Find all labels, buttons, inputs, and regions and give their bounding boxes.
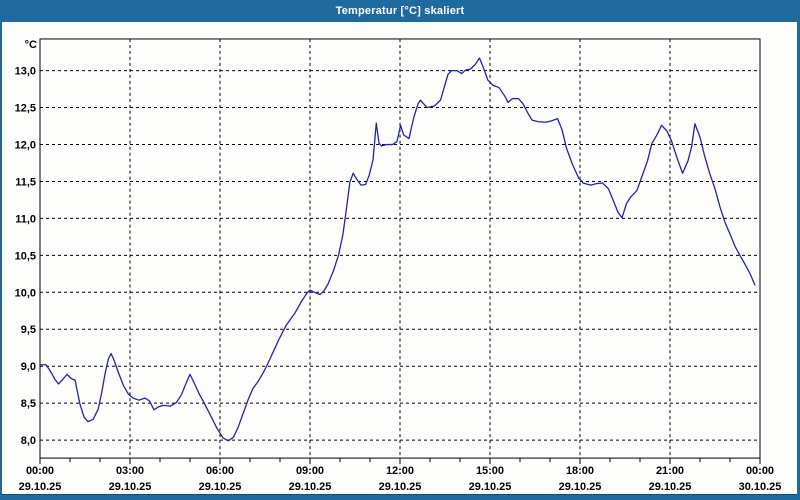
window-titlebar[interactable]: Temperatur [°C] skaliert <box>2 0 797 22</box>
y-tick-label: 8,0 <box>21 435 36 447</box>
y-tick-label: 13,0 <box>15 66 36 78</box>
x-tick-date-label: 29.10.25 <box>289 481 332 493</box>
x-tick-date-label: 29.10.25 <box>19 481 62 493</box>
x-tick-time-label: 00:00 <box>26 465 54 477</box>
window-title: Temperatur [°C] skaliert <box>335 5 465 17</box>
y-tick-label: 11,5 <box>15 176 36 188</box>
y-tick-label: 12,0 <box>15 140 36 152</box>
x-tick-time-label: 15:00 <box>476 465 504 477</box>
x-tick-date-label: 30.10.25 <box>739 481 782 493</box>
y-axis-unit-label: °C <box>25 39 37 51</box>
x-tick-date-label: 29.10.25 <box>649 481 692 493</box>
x-tick-date-label: 29.10.25 <box>559 481 602 493</box>
x-tick-time-label: 18:00 <box>566 465 594 477</box>
chart-content: 8,0 8,5 9,0 9,5 10,0 10,5 11,0 11,5 12,0 12,5 13,0… <box>2 22 797 495</box>
x-tick-time-label: 21:00 <box>656 465 684 477</box>
x-tick-time-label: 12:00 <box>386 465 414 477</box>
x-tick-date-label: 29.10.25 <box>379 481 422 493</box>
x-tick-date-label: 29.10.25 <box>109 481 152 493</box>
x-tick-time-label: 00:00 <box>746 465 774 477</box>
temperature-chart: 8,0 8,5 9,0 9,5 10,0 10,5 11,0 11,5 12,0 12,5 13,0… <box>15 38 782 493</box>
y-tick-label: 11,0 <box>15 213 36 225</box>
x-tick-time-label: 06:00 <box>206 465 234 477</box>
temperature-line <box>39 57 756 442</box>
x-tick-date-label: 29.10.25 <box>199 481 242 493</box>
y-tick-label: 10,0 <box>15 287 36 299</box>
x-tick-time-label: 03:00 <box>116 465 144 477</box>
y-tick-label: 9,0 <box>21 361 36 373</box>
x-tick-date-label: 29.10.25 <box>469 481 512 493</box>
y-tick-label: 12,5 <box>15 103 36 115</box>
y-tick-label: 9,5 <box>21 324 36 336</box>
x-tick-time-label: 09:00 <box>296 465 324 477</box>
y-tick-label: 8,5 <box>21 398 36 410</box>
y-tick-label: 10,5 <box>15 250 36 262</box>
